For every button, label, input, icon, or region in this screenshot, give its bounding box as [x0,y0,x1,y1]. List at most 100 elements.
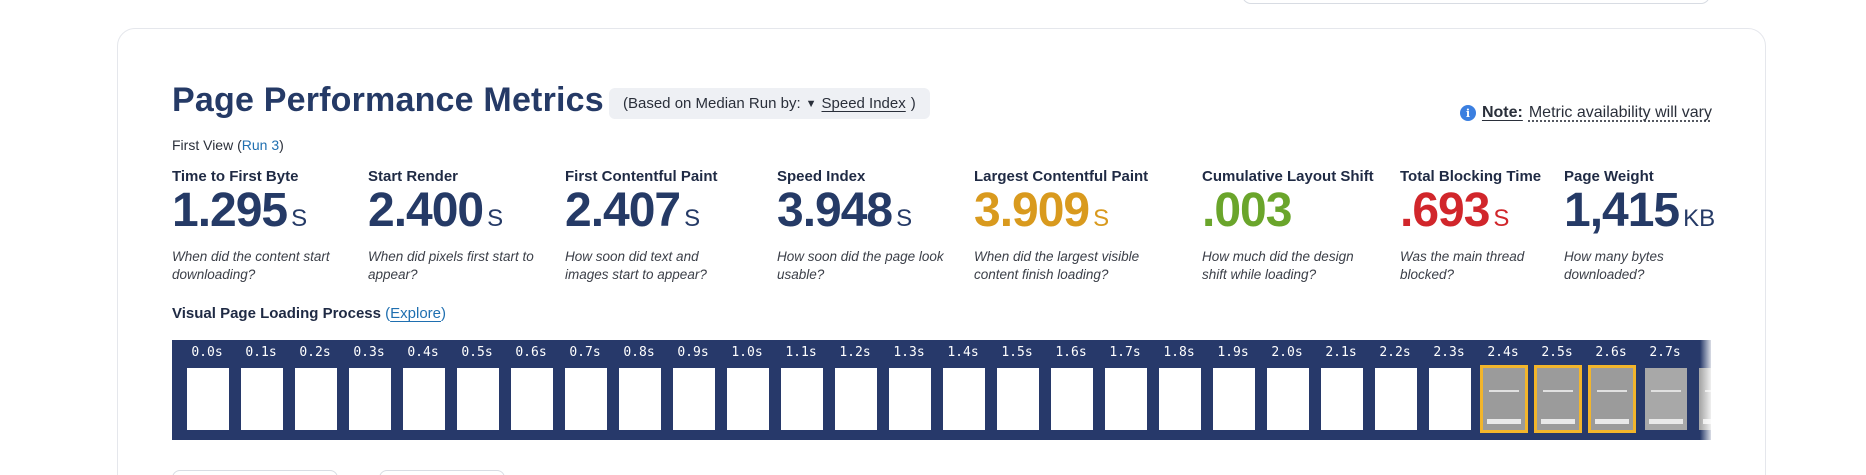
metric-availability-note: i Note: Metric availability will vary [1459,104,1712,122]
metric-value: 1.295 S [172,187,347,235]
filmstrip-fade [1700,300,1712,440]
frame-thumbnail[interactable] [187,368,229,430]
frame-time: 0.2s [299,345,331,360]
frame-thumbnail[interactable] [1159,368,1201,430]
metric-description: How soon did text and images start to ap… [565,249,707,282]
frame-thumbnail[interactable] [295,368,337,430]
frame-thumbnail[interactable] [1375,368,1417,430]
frame-thumbnail[interactable] [349,368,391,430]
metric-value: .693 S [1400,187,1575,235]
bottom-tab-2[interactable] [379,470,505,475]
frame-thumbnail[interactable] [565,368,607,430]
frame-thumbnail[interactable] [835,368,877,430]
filmstrip-frame[interactable]: 0.9s [668,340,718,440]
frame-thumbnail[interactable] [619,368,661,430]
filmstrip-frame[interactable]: 1.8s [1154,340,1204,440]
bottom-tab-1[interactable] [172,470,338,475]
metric-unit: S [291,205,308,232]
dropdown-triangle-icon[interactable]: ▼ [805,97,817,110]
frame-thumbnail[interactable] [943,368,985,430]
filmstrip-frame[interactable]: 1.6s [1046,340,1096,440]
metric-value: 1,415 KB [1564,187,1739,235]
frame-time: 0.3s [353,345,385,360]
frame-thumbnail[interactable] [889,368,931,430]
filmstrip-frame[interactable]: 1.0s [722,340,772,440]
frame-thumbnail[interactable] [1321,368,1363,430]
filmstrip-frame[interactable]: 1.4s [938,340,988,440]
frame-thumbnail[interactable] [511,368,553,430]
note-text: Metric availability will vary [1528,104,1712,121]
thumb-footer-bar [1649,419,1683,424]
frame-thumbnail[interactable] [1429,368,1471,430]
filmstrip[interactable]: 0.0s 0.1s 0.2s 0.3s 0.4s 0.5s 0.6s 0.7s 0.8s 0.9s… [172,340,1711,440]
metric-description: How soon did the page look usable? [777,249,944,282]
thumb-content-line [1597,390,1627,392]
metric-value: 3.948 S [777,187,952,235]
filmstrip-frame[interactable]: 2.4s [1478,340,1528,440]
frame-thumbnail[interactable] [1213,368,1255,430]
filmstrip-frame[interactable]: 2.1s [1316,340,1366,440]
frame-thumbnail[interactable] [1588,365,1636,433]
filmstrip-frame[interactable]: 2.3s [1424,340,1474,440]
median-suffix: ) [910,95,916,112]
frame-time: 2.0s [1271,345,1303,360]
frame-thumbnail[interactable] [457,368,499,430]
frame-thumbnail[interactable] [1534,365,1582,433]
filmstrip-frame[interactable]: 2.2s [1370,340,1420,440]
frame-thumbnail[interactable] [673,368,715,430]
frame-time: 0.0s [191,345,223,360]
metric-number: 2.407 [565,184,681,237]
filmstrip-frame[interactable]: 1.3s [884,340,934,440]
frame-thumbnail[interactable] [1645,368,1687,430]
filmstrip-frame[interactable]: 0.6s [506,340,556,440]
metric-page-weight: Page Weight 1,415 KB How many bytes downloa… [1564,168,1739,284]
frame-thumbnail[interactable] [1051,368,1093,430]
frame-time: 2.3s [1433,345,1465,360]
filmstrip-frame[interactable]: 2.7s [1640,340,1690,440]
filmstrip-frame[interactable]: 1.5s [992,340,1042,440]
filmstrip-frame[interactable]: 2.0s [1262,340,1312,440]
frame-thumbnail[interactable] [1480,365,1528,433]
filmstrip-frame[interactable]: 1.1s [776,340,826,440]
filmstrip-frame[interactable]: 2.6s [1586,340,1636,440]
frame-thumbnail[interactable] [1267,368,1309,430]
filmstrip-frame[interactable]: 2.5s [1532,340,1582,440]
metric-total-blocking-time: Total Blocking Time .693 S Was the main thr… [1400,168,1575,284]
metric-label: Speed Index [777,168,866,185]
frame-thumbnail[interactable] [241,368,283,430]
filmstrip-frame[interactable]: 0.5s [452,340,502,440]
filmstrip-frame[interactable]: 1.7s [1100,340,1150,440]
median-metric-link[interactable]: Speed Index [821,95,906,112]
frame-thumbnail[interactable] [997,368,1039,430]
first-view-prefix: First View ( [172,137,242,153]
frame-thumbnail[interactable] [781,368,823,430]
filmstrip-frame[interactable]: 1.2s [830,340,880,440]
thumb-footer-bar [1541,419,1575,424]
metric-label: First Contentful Paint [565,168,718,185]
frame-thumbnail[interactable] [1105,368,1147,430]
thumb-content-line [1543,390,1573,392]
thumb-content-line [1651,390,1681,392]
filmstrip-frame[interactable]: 0.8s [614,340,664,440]
frame-thumbnail[interactable] [403,368,445,430]
frame-time: 2.5s [1541,345,1573,360]
metric-value: 2.400 S [368,187,543,235]
metric-description: When did the largest visible content fin… [974,249,1140,282]
median-run-selector[interactable]: (Based on Median Run by: ▼ Speed Index) [609,88,930,119]
frame-thumbnail[interactable] [727,368,769,430]
top-search-field[interactable] [1242,0,1710,4]
run-link[interactable]: Run 3 [241,137,280,153]
explore-link[interactable]: Explore [390,305,441,322]
filmstrip-frame[interactable]: 0.2s [290,340,340,440]
filmstrip-frame[interactable]: 0.4s [398,340,448,440]
filmstrip-frame[interactable]: 0.1s [236,340,286,440]
filmstrip-frame[interactable]: 0.7s [560,340,610,440]
filmstrip-frame[interactable]: 0.0s [182,340,232,440]
metric-label: Total Blocking Time [1400,168,1542,185]
page-title: Page Performance Metrics [172,81,604,119]
filmstrip-frame[interactable]: 0.3s [344,340,394,440]
info-icon[interactable]: i [1459,105,1476,121]
metric-label: Time to First Byte [172,168,299,185]
filmstrip-frame[interactable]: 1.9s [1208,340,1258,440]
frame-time: 0.5s [461,345,493,360]
